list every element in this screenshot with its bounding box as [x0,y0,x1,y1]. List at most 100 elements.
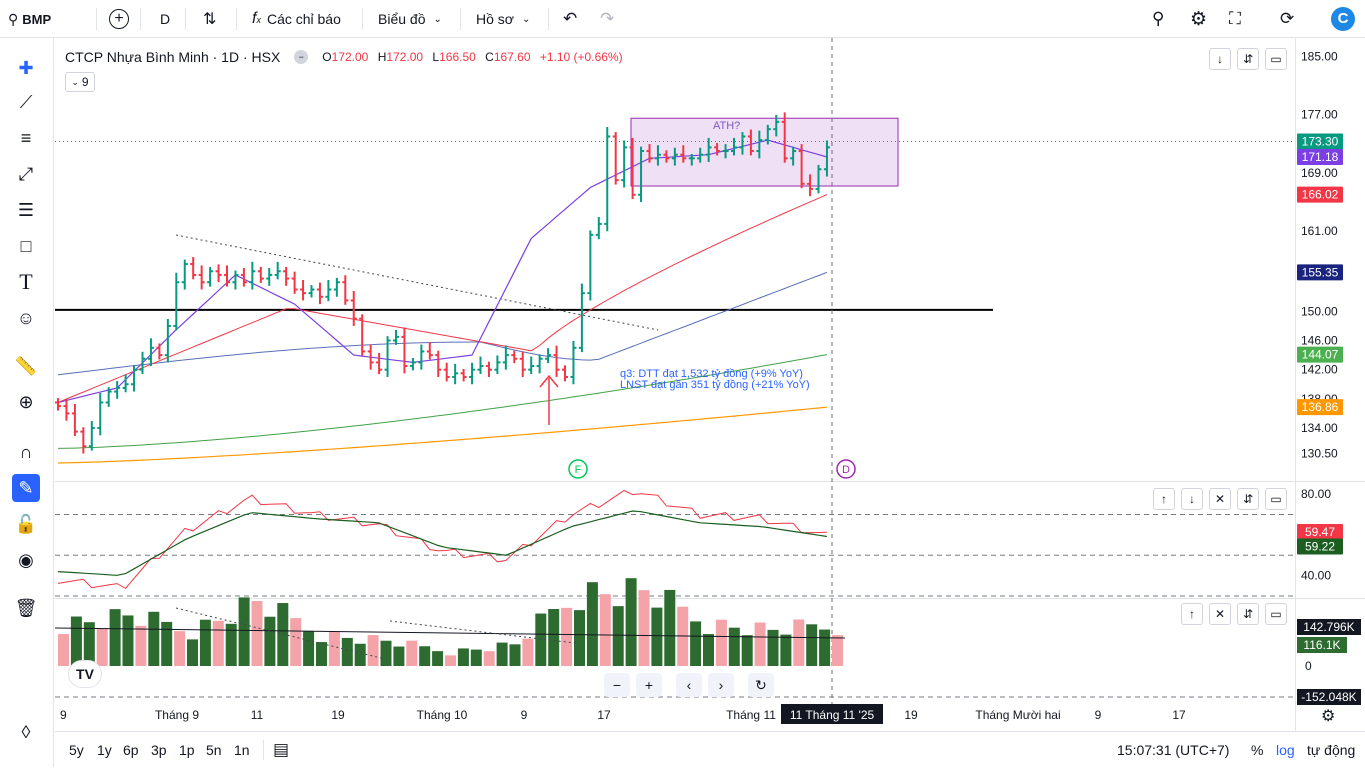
range-5y[interactable]: 5y [69,732,84,768]
pane-collapse-button[interactable]: ⇵ [1237,48,1259,70]
stay-in-drawing-mode-tool[interactable]: ✎ [12,474,40,502]
auto-scale-toggle[interactable]: tự động [1307,732,1355,768]
zoom-out-button[interactable]: − [604,673,630,697]
indicators-toggle[interactable]: ⌄ 9 [65,72,95,92]
chart-style-button[interactable]: ⇅ [203,0,216,38]
redo-button[interactable]: ↷ [600,0,614,38]
ma-green-label-bg [1297,346,1343,363]
rsi-value-label-text: 59.47 [1305,525,1335,539]
clock-time: 15:07:31 (UTC+7) [1117,742,1230,758]
scroll-right-button[interactable]: › [708,673,734,697]
share-button[interactable]: ⟳ [1280,0,1294,38]
close-icon: ✕ [1214,607,1226,621]
scroll-left-button[interactable]: ‹ [676,673,702,697]
ohlc-bar [418,344,425,370]
time-tick-label: 11 [251,708,264,722]
undo-button[interactable]: ↶ [563,0,577,38]
log-scale-toggle[interactable]: log [1276,732,1295,768]
time-tick-label: Tháng 11 [726,708,776,722]
rsi-maximize-button[interactable]: ▭ [1265,488,1287,510]
timezone-button[interactable]: 15:07:31 (UTC+7) [1117,732,1229,768]
range-1p[interactable]: 1p [179,732,195,768]
text-tool[interactable]: T [12,268,40,296]
chart-area[interactable]: 185.00 177.00 169.00 161.00 150.00 146.00 142.… [55,38,1365,731]
logo-icon: C [1331,7,1355,31]
ohlc-bar [798,144,805,189]
range-1n[interactable]: 1n [234,732,250,768]
volume-min-label-text: -152.048K [1301,690,1356,704]
reset-chart-button[interactable]: ↻ [748,673,774,697]
ohlc-bar [367,344,374,370]
high-label: H [377,50,387,64]
profile-menu[interactable]: Hồ sơ ⌄ [476,0,530,38]
horizontal-lines-tool[interactable]: ≡ [12,124,40,152]
volume-remove-button[interactable]: ✕ [1209,603,1231,625]
ma-purple-line [57,139,828,404]
chevron-down-icon: ⌄ [521,13,531,25]
rsi-collapse-button[interactable]: ⇵ [1237,488,1259,510]
volume-bar [522,638,534,666]
ohlc-bar [240,268,247,287]
collapse-icon: ⇵ [1242,607,1254,621]
ohlc-bar [595,216,602,240]
rsi-move-up-button[interactable]: ↑ [1153,488,1175,510]
volume-bar [483,651,495,666]
range-label: 1n [234,742,250,758]
volume-collapse-button[interactable]: ⇵ [1237,603,1259,625]
pane-maximize-button[interactable]: ▭ [1265,48,1287,70]
percent-scale-toggle[interactable]: % [1251,732,1263,768]
remove-drawings-tool[interactable]: 🗑 [12,594,40,622]
hide-drawings-tool[interactable]: ◉ [12,546,40,574]
divider [96,8,97,30]
ohlc-bar [646,144,653,163]
trendline-dotted [175,234,659,331]
ohlc-bar [773,114,780,137]
zoom-in-button[interactable]: + [636,673,662,697]
range-3p[interactable]: 3p [151,732,167,768]
range-6p[interactable]: 6p [123,732,139,768]
arrow-up-icon: ↑ [1161,492,1167,506]
ruler-tool[interactable]: 📏 [12,352,40,380]
pattern-tool[interactable]: ⤢ [12,160,40,188]
ohlc-bar [722,144,729,159]
fullscreen-button[interactable]: ⛶ [1229,0,1241,38]
volume-last-label-bg [1297,637,1347,653]
zoom-tool[interactable]: ⊕ [12,388,40,416]
volume-min-label: -152.048K [1297,689,1361,705]
legend-settings-icon[interactable]: − [294,50,309,64]
rsi-signal-label: 59.22 [1297,538,1343,555]
ohlc-bar [198,265,205,290]
range-1y[interactable]: 1y [97,732,112,768]
crosshair-tool[interactable]: ✚ [12,54,40,82]
indicators-button[interactable]: fx Các chỉ báo [252,0,341,38]
ohlc-bar [266,268,273,286]
volume-move-up-button[interactable]: ↑ [1181,603,1203,625]
chevron-down-icon: ⌄ [433,13,442,25]
chart-type-label: Biểu đồ [378,11,426,27]
settings-button[interactable]: ⚙ [1190,0,1207,38]
ohlc-bar [164,319,171,363]
pane-move-down-button[interactable]: ↓ [1209,48,1231,70]
object-tree-button[interactable]: ◊ [12,718,40,746]
shape-tool[interactable]: □ [12,232,40,260]
quick-search-button[interactable]: ⚲ [1152,0,1164,38]
chart-type-menu[interactable]: Biểu đồ ⌄ [378,0,442,38]
function-icon: fx [252,10,261,27]
rsi-move-down-button[interactable]: ↓ [1181,488,1203,510]
go-to-date-button[interactable]: ▤ [273,732,289,768]
volume-maximize-button[interactable]: ▭ [1265,603,1287,625]
ohlc-bar [612,132,619,185]
icon-tool[interactable]: ☺ [12,304,40,332]
magnet-tool[interactable]: ∩ [12,438,40,466]
trendline-tool[interactable]: ⟋ [12,88,40,116]
interval-button[interactable]: D [160,0,170,38]
tradingview-logo[interactable]: TV [68,660,102,688]
range-5n[interactable]: 5n [206,732,222,768]
rsi-remove-button[interactable]: ✕ [1209,488,1231,510]
lock-drawings-tool[interactable]: 🔓 [12,510,40,538]
compare-symbol-button[interactable]: + [109,0,129,38]
volume-bar [367,635,379,666]
volume-bar [290,618,302,666]
fib-tool[interactable]: ☰ [12,196,40,224]
symbol-search-button[interactable]: ⚲ BMP [8,0,51,38]
